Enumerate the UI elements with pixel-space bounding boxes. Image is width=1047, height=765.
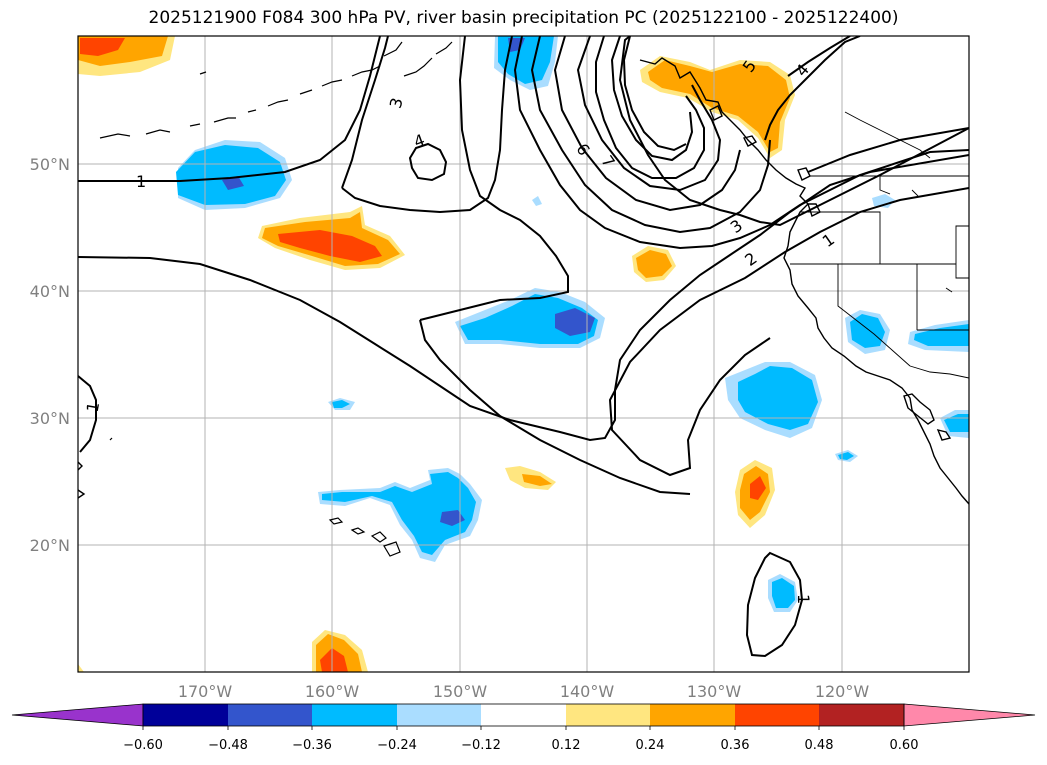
lon-label-160w: 160°W [305,682,360,701]
pv-contour-4-east [764,36,861,141]
map-area: 1 1 2 1 3 3 4 4 5 6 7 1 [78,36,969,672]
pv-contour-3-east [513,36,969,250]
pv-contour-7 [622,36,687,152]
colorbar-tick-label: −0.48 [208,738,248,753]
colorbar-tick-label: −0.60 [123,738,163,753]
contour-label: 3 [386,96,407,111]
lon-label-150w: 150°W [433,682,488,701]
pv-contour-4-inner [530,36,771,234]
lon-label-130w: 130°W [687,682,742,701]
latitude-labels: 20°N 30°N 40°N 50°N [30,155,70,555]
pv-contour-2 [618,36,969,227]
pv-contour-6-b [610,36,694,162]
pv-contour-1-south [745,551,804,658]
pv-contour-4-inner-b [553,36,741,212]
colorbar-tick-label: 0.24 [636,738,665,753]
map-title: 2025121900 F084 300 hPa PV, river basin … [148,8,899,28]
colorbar-segment [228,704,312,726]
colorbar-segment [143,704,228,726]
colorbar-tick-label: 0.60 [890,738,919,753]
pv-contour-5-east [787,36,851,77]
colorbar-tick-label: −0.12 [461,738,501,753]
colorbar: −0.60 −0.48 −0.36 −0.24 −0.12 0.12 0.24 … [11,703,1036,753]
lon-label-140w: 140°W [560,682,615,701]
colorbar-segment [566,704,650,726]
colorbar-tick-label: 0.36 [721,738,750,753]
lat-label-40n: 40°N [30,282,70,301]
lat-label-30n: 30°N [30,409,70,428]
pv-contour-3 [341,36,513,214]
colorbar-tick-label: 0.12 [552,738,581,753]
pv-contour-1-main [78,154,969,442]
contour-label: 1 [83,400,103,413]
colorbar-tick-label: 0.48 [805,738,834,753]
pv-contour-1-far-west [78,375,97,453]
pv-contour-4-small [408,142,448,182]
pv-contours [78,36,969,658]
colorbar-segment [312,704,397,726]
longitude-labels: 170°W 160°W 150°W 140°W 130°W 120°W [178,682,870,701]
pv-contour-2-lower-b [419,319,691,495]
gridlines [78,36,969,672]
pv-contour-1-west [78,36,381,182]
borders [790,111,969,379]
colorbar-extend-max [903,703,1036,727]
lon-label-170w: 170°W [178,682,233,701]
colorbar-segment [735,704,819,726]
pv-contour-2-south [608,187,969,477]
colorbar-segment [397,704,481,726]
lat-label-20n: 20°N [30,536,70,555]
contour-label: 1 [136,172,146,191]
colorbar-extend-min [11,703,144,727]
pv-contour-6 [595,36,705,179]
islands [99,41,453,557]
colorbar-segment [481,704,566,726]
pv-contour-1-east [807,127,969,173]
lat-label-50n: 50°N [30,155,70,174]
pv-contour-2-lower [419,36,569,321]
colorbar-tick-label: −0.24 [377,738,417,753]
colorbar-segment [650,704,735,726]
pv-contour-5 [576,36,722,192]
contour-label: 1 [794,594,813,604]
lon-label-120w: 120°W [815,682,870,701]
colorbar-tick-label: −0.36 [292,738,332,753]
colorbar-segment [819,704,904,726]
map-frame [77,35,970,673]
coastlines [78,57,969,505]
